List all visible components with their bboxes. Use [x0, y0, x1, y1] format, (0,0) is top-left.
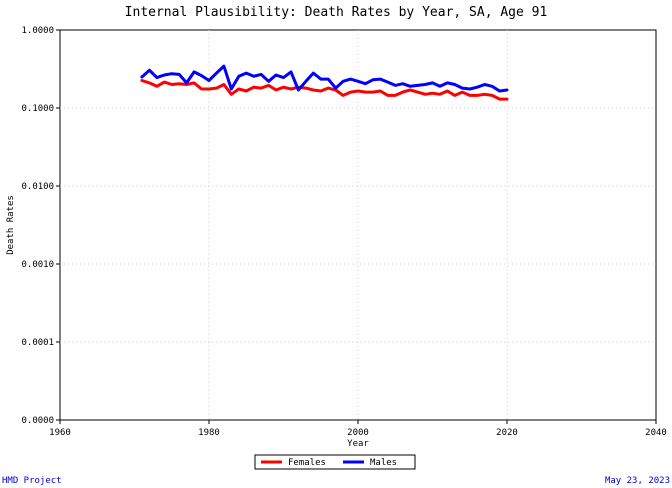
- y-tick-label: 0.0001: [21, 338, 54, 348]
- chart-title: Internal Plausibility: Death Rates by Ye…: [125, 5, 548, 20]
- y-axis-label: Death Rates: [6, 195, 16, 255]
- series-line-males: [140, 64, 509, 93]
- y-tick-label: 1.0000: [21, 26, 54, 36]
- y-tick-label: 0.0010: [21, 260, 54, 270]
- x-axis-label: Year: [347, 439, 369, 449]
- y-tick-label: 0.1000: [21, 104, 54, 114]
- x-tick-label: 2020: [496, 428, 518, 438]
- y-tick-label: 0.0100: [21, 182, 54, 192]
- series-group: [140, 64, 509, 101]
- plot-area: [59, 29, 657, 421]
- x-tick-label: 2040: [645, 428, 667, 438]
- legend-label-females: Females: [288, 458, 326, 468]
- series-line-females: [140, 79, 509, 101]
- legend-label-males: Males: [370, 458, 397, 468]
- legend-box: [254, 454, 416, 470]
- footer-date: May 23, 2023: [604, 476, 670, 486]
- y-tick-label: 0.0000: [21, 416, 54, 426]
- grid: [60, 30, 656, 420]
- x-tick-label: 1980: [198, 428, 220, 438]
- legend: Females Males: [254, 454, 416, 470]
- axis-ticks: 1960 1980 2000 2020 2040 1.0000 0.1000 0.0100 0.…: [21, 26, 666, 438]
- x-tick-label: 1960: [49, 428, 71, 438]
- x-tick-label: 2000: [347, 428, 369, 438]
- footer-source: HMD Project: [2, 476, 62, 486]
